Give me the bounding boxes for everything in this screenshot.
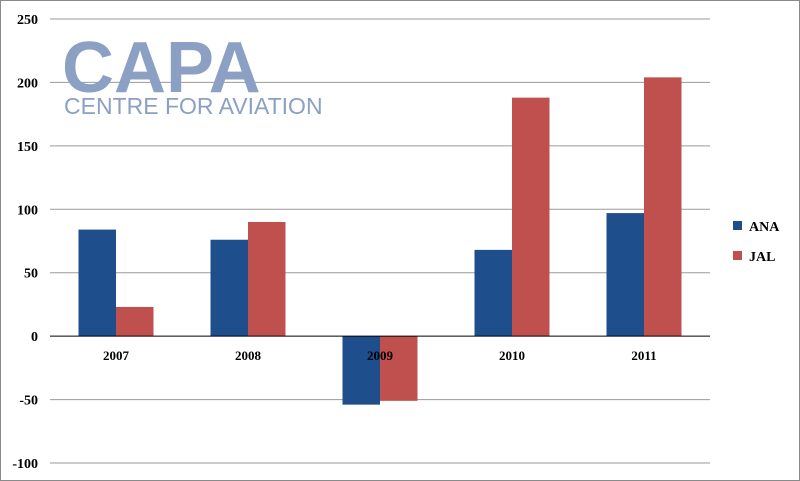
x-tick-label: 2011 xyxy=(631,348,656,363)
y-tick-label: -100 xyxy=(12,457,38,472)
watermark-tagline: CENTRE FOR AVIATION xyxy=(64,93,323,119)
bar-ana-2010 xyxy=(474,249,512,337)
x-tick-label: 2007 xyxy=(103,348,130,363)
y-tick-label: 150 xyxy=(17,140,38,155)
bar-ana-2008 xyxy=(210,239,248,337)
bar-jal-2011 xyxy=(644,77,682,337)
bar-jal-2008 xyxy=(248,221,286,337)
bar-ana-2009 xyxy=(342,336,380,405)
y-axis-ticks: 250 200 150 100 50 0 -50 -100 xyxy=(12,13,38,472)
x-tick-label: 2009 xyxy=(367,348,394,363)
x-tick-label: 2008 xyxy=(235,348,262,363)
y-tick-label: 0 xyxy=(31,330,38,345)
bar-jal-2009 xyxy=(380,336,418,401)
legend: ANA JAL xyxy=(733,220,780,265)
legend-swatch-jal xyxy=(733,251,742,260)
bar-ana-2007 xyxy=(78,229,116,337)
watermark-logo: CAPA xyxy=(62,28,261,108)
y-tick-label: 100 xyxy=(17,203,38,218)
y-tick-label: 50 xyxy=(24,267,38,282)
y-tick-label: 250 xyxy=(17,13,38,28)
y-tick-label: 200 xyxy=(17,76,38,91)
gridlines xyxy=(50,18,710,464)
bar-ana-2011 xyxy=(606,213,644,337)
x-axis-ticks: 2007 2008 2009 2010 2011 xyxy=(103,348,657,363)
x-tick-label: 2010 xyxy=(499,348,525,363)
legend-label-ana: ANA xyxy=(749,220,780,235)
legend-swatch-ana xyxy=(733,221,742,230)
y-tick-label: -50 xyxy=(19,394,38,409)
bars xyxy=(78,77,682,405)
legend-label-jal: JAL xyxy=(749,250,775,265)
bar-jal-2010 xyxy=(512,97,550,337)
bar-jal-2007 xyxy=(116,306,154,337)
capa-watermark: CAPA CENTRE FOR AVIATION xyxy=(62,28,323,119)
